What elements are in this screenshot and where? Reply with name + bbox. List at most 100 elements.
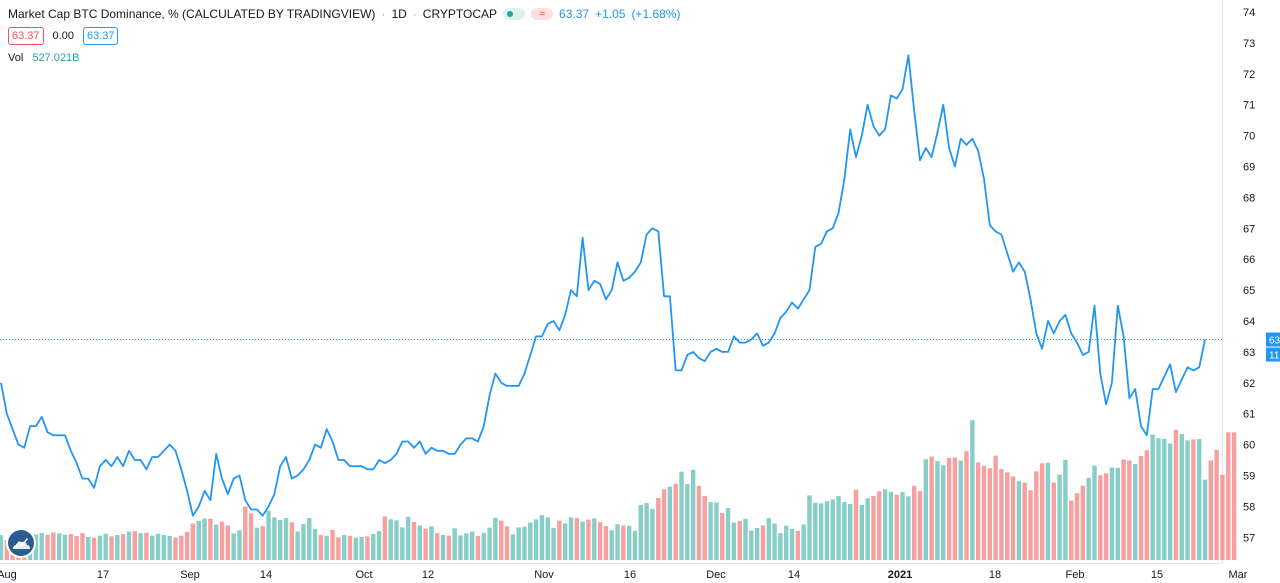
- volume-bar: [1080, 485, 1086, 560]
- volume-bar: [237, 530, 242, 560]
- volume-bar: [818, 503, 824, 560]
- y-tick-label: 65: [1243, 285, 1255, 297]
- ohlc-row: 63.37 0.00 63.37: [8, 27, 119, 45]
- volume-bar: [557, 520, 562, 560]
- y-tick-label: 58: [1243, 501, 1255, 513]
- volume-bar: [935, 461, 940, 560]
- x-tick-label: Feb: [1066, 569, 1085, 581]
- symbol-title[interactable]: Market Cap BTC Dominance, % (CALCULATED …: [8, 7, 376, 21]
- y-tick-label: 60: [1243, 440, 1255, 452]
- volume-label: Vol: [8, 52, 24, 64]
- volume-legend[interactable]: Vol 527.021B: [8, 52, 79, 64]
- volume-bar: [179, 535, 184, 560]
- volume-bar: [1074, 493, 1080, 560]
- volume-bar: [545, 517, 550, 560]
- y-tick-label: 70: [1243, 131, 1255, 143]
- volume-bar: [400, 527, 405, 560]
- volume-bar: [941, 465, 946, 560]
- volume-bar: [778, 533, 783, 560]
- volume-bar: [754, 528, 760, 560]
- volume-bar: [318, 535, 324, 560]
- volume-bar: [277, 520, 283, 560]
- volume-bar: [801, 524, 806, 560]
- volume-bar: [62, 534, 68, 560]
- volume-bar: [1162, 438, 1167, 560]
- volume-bar: [1121, 459, 1126, 560]
- volume-bar: [0, 535, 4, 560]
- volume-bar: [312, 528, 318, 560]
- volume-bar: [1045, 462, 1051, 560]
- volume-bar: [946, 457, 952, 560]
- interval-label[interactable]: 1D: [391, 7, 407, 21]
- volume-bar: [731, 522, 737, 560]
- volume-bar: [1150, 434, 1155, 560]
- volume-bar: [1196, 439, 1202, 560]
- volume-bar: [685, 484, 690, 560]
- volume-bar: [1069, 500, 1074, 560]
- volume-bar: [871, 496, 876, 560]
- volume-tag: [1266, 347, 1280, 362]
- x-tick-label: Dec: [706, 569, 726, 581]
- volume-bar: [167, 536, 172, 560]
- volume-bar: [353, 537, 359, 560]
- volume-bar: [1220, 474, 1225, 560]
- volume-bar: [435, 533, 440, 560]
- volume-bar: [184, 531, 190, 560]
- volume-bar: [952, 457, 958, 560]
- volume-bar: [469, 531, 475, 560]
- y-tick-label: 57: [1243, 532, 1255, 544]
- volume-bar: [592, 518, 597, 560]
- tradingview-logo-icon[interactable]: [8, 530, 34, 556]
- volume-bar: [562, 523, 568, 560]
- volume-bar: [690, 469, 696, 560]
- volume-bar: [440, 535, 446, 560]
- volume-bar: [1214, 449, 1219, 560]
- x-tick-label: Mar: [1229, 569, 1248, 581]
- volume-bar: [382, 516, 388, 560]
- volume-bar: [371, 534, 376, 560]
- volume-bar: [376, 531, 382, 560]
- volume-bar: [970, 420, 975, 560]
- volume-bar: [307, 518, 312, 560]
- volume-bar: [330, 529, 335, 560]
- volume-bar: [510, 534, 516, 560]
- status-dot-icon: [507, 11, 514, 17]
- volume-bar: [1086, 477, 1091, 560]
- x-tick-label: 14: [788, 569, 800, 581]
- volume-bar: [1039, 463, 1045, 560]
- volume-bar: [865, 498, 870, 560]
- x-tick-label: Aug: [0, 569, 17, 581]
- volume-bar: [516, 527, 521, 560]
- volume-bar: [906, 496, 911, 560]
- volume-bar: [504, 526, 510, 560]
- volume-bar: [632, 530, 638, 560]
- volume-bar: [702, 496, 707, 560]
- market-status-icon[interactable]: [503, 8, 526, 20]
- volume-bar: [295, 531, 300, 560]
- x-tick-label: 16: [624, 569, 636, 581]
- volume-bar: [394, 520, 399, 560]
- approx-icon[interactable]: ≈: [531, 8, 554, 20]
- exchange-label[interactable]: CRYPTOCAP: [422, 7, 498, 21]
- volume-bar: [86, 536, 91, 560]
- volume-bar: [91, 537, 97, 560]
- volume-bar: [644, 503, 649, 560]
- volume-bar: [888, 491, 894, 560]
- volume-bar: [615, 524, 620, 560]
- volume-bar: [993, 455, 998, 560]
- price-axis-strip: [1222, 0, 1280, 583]
- volume-bar: [68, 534, 74, 560]
- price-line: [0, 54, 1206, 517]
- volume-bar: [958, 460, 963, 560]
- volume-bar: [4, 540, 10, 560]
- last-price-tag-label: 63: [1269, 336, 1280, 347]
- volume-bar: [97, 535, 103, 560]
- volume-bar: [923, 459, 929, 560]
- volume-bar: [830, 499, 835, 560]
- volume-bar: [155, 533, 161, 560]
- volume-bar: [173, 537, 178, 560]
- volume-bar: [964, 451, 969, 560]
- volume-bar: [260, 526, 265, 560]
